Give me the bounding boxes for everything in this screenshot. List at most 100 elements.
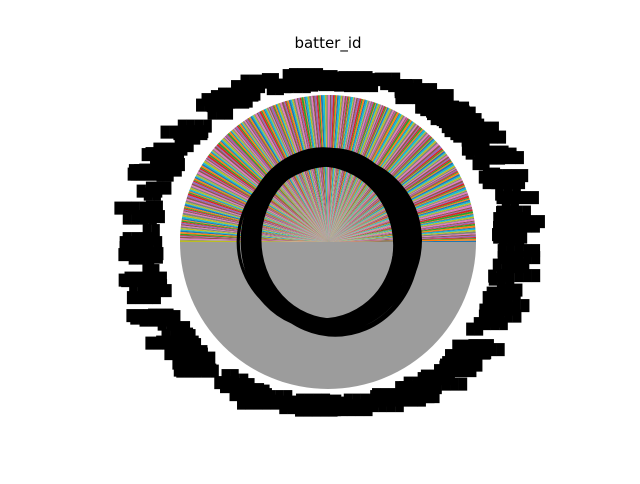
slice-label-mark: ██ — [190, 347, 208, 361]
slice-label-mark: ████ — [122, 211, 157, 225]
slice-label-mark: ███ — [488, 272, 515, 286]
slice-label-mark: █████ — [331, 74, 375, 88]
slice-label-mark: ███ — [139, 209, 166, 223]
slice-label-mark: ██ — [430, 111, 448, 125]
slice-label-mark: █████ — [497, 269, 541, 283]
slice-label-mark: █████ — [497, 244, 541, 258]
slice-label-mark: ████ — [195, 98, 230, 112]
pie-slice — [180, 242, 476, 389]
slice-label-mark: ████ — [343, 79, 378, 93]
pie-slice — [301, 97, 328, 242]
pie-slice — [305, 96, 328, 242]
slice-label-mark: ██ — [502, 257, 520, 271]
slice-label-mark: ██ — [452, 129, 470, 143]
slice-label-mark: ███ — [439, 360, 466, 374]
slice-label-mark: ████ — [122, 232, 157, 246]
slice-label-mark: ██ — [480, 308, 498, 322]
slice-label-mark: ██ — [465, 322, 483, 336]
slice-label-mark: ███ — [495, 205, 522, 219]
pie-slice — [326, 95, 328, 242]
pie-slice — [304, 96, 328, 242]
slice-label-mark: ████ — [456, 126, 491, 140]
slice-label-mark: ████ — [413, 89, 448, 103]
slice-label-mark: ████ — [435, 105, 470, 119]
slice-label-mark: █████ — [424, 377, 468, 391]
pie-slice — [328, 95, 335, 242]
slice-label-mark: ████ — [397, 384, 432, 398]
slice-label-mark: ████ — [434, 101, 469, 115]
slice-label-mark: ████ — [282, 69, 317, 83]
slice-label-mark: ████ — [163, 346, 198, 360]
pie-slice — [297, 97, 328, 242]
slice-label-mark: ████ — [153, 142, 188, 156]
slice-label-mark: ████ — [177, 119, 212, 133]
slice-label-mark: ███ — [498, 232, 525, 246]
slice-label-mark: ███ — [206, 98, 233, 112]
slice-label-mark: ██ — [230, 373, 248, 387]
slice-label-mark: ██ — [160, 155, 178, 169]
slice-label-mark: ███ — [145, 181, 172, 195]
pie-slice — [260, 110, 328, 242]
slice-label-mark: ████ — [492, 230, 527, 244]
pie-slice — [256, 112, 328, 242]
slice-label-mark: ██ — [235, 83, 253, 97]
slice-label-mark: ███ — [374, 72, 401, 86]
pie-slice — [317, 95, 328, 242]
pie-slice — [270, 105, 328, 242]
slice-label-mark: ███ — [479, 303, 506, 317]
pie-slice — [246, 118, 328, 242]
pie-slice — [245, 119, 328, 242]
slice-label-mark: ██ — [221, 369, 239, 383]
slice-label-mark: ██ — [294, 69, 312, 83]
slice-label-mark: ███ — [496, 283, 523, 297]
slice-label-mark: ███ — [284, 79, 311, 93]
slice-label-mark: ██ — [175, 327, 193, 341]
slice-label-mark: █████ — [497, 251, 541, 265]
pie-slice — [284, 101, 328, 242]
pie-slice — [278, 102, 328, 242]
slice-label-mark: █████ — [485, 168, 529, 182]
slice-label-mark: ██ — [320, 70, 338, 84]
slice-label-mark: █████ — [127, 167, 171, 181]
slice-label-mark: ██ — [172, 321, 190, 335]
pie-slice — [283, 101, 328, 242]
slice-label-mark: ████ — [438, 114, 473, 128]
slice-label-mark: ██ — [145, 247, 163, 261]
pie-slice — [328, 95, 333, 242]
pie-slice — [248, 117, 328, 242]
slice-label-mark: ███ — [394, 381, 421, 395]
slice-label-mark: █████ — [383, 393, 427, 407]
pie-slice — [328, 95, 344, 243]
slice-label-mark: █████ — [130, 167, 174, 181]
slice-label-mark: ██ — [416, 382, 434, 396]
pie-slice — [257, 111, 328, 242]
pie-slice — [268, 107, 328, 242]
slice-label-mark: ██ — [494, 221, 512, 235]
pie-slice — [291, 99, 328, 243]
slice-label-mark: ███ — [304, 398, 331, 412]
slice-label-mark: ████ — [126, 291, 161, 305]
pie-slice — [314, 95, 328, 243]
slice-label-mark: █████ — [118, 273, 162, 287]
chart-title: batter_id — [294, 34, 362, 52]
slice-label-mark: ███ — [394, 84, 421, 98]
slice-label-mark: ███ — [189, 351, 216, 365]
slice-label-mark: ████ — [235, 384, 270, 398]
pie-slice — [328, 96, 348, 242]
pie-slice — [248, 117, 328, 242]
slice-label-mark: ██ — [331, 72, 349, 86]
slice-label-mark: █████ — [279, 399, 323, 413]
slice-label-mark: █████ — [125, 309, 169, 323]
slice-label-mark: ██ — [142, 223, 160, 237]
slice-label-mark: █████ — [141, 148, 185, 162]
slice-label-mark: ████ — [492, 212, 527, 226]
slice-label-mark: ██ — [425, 104, 443, 118]
slice-label-mark: ████ — [210, 89, 245, 103]
slice-label-mark: ██ — [323, 394, 341, 408]
slice-label-mark: █████ — [482, 176, 526, 190]
slice-label-mark: ████ — [387, 392, 422, 406]
slice-label-mark: ████ — [139, 313, 174, 327]
pie-slice — [328, 95, 343, 242]
slice-label-mark: █████ — [249, 389, 293, 403]
